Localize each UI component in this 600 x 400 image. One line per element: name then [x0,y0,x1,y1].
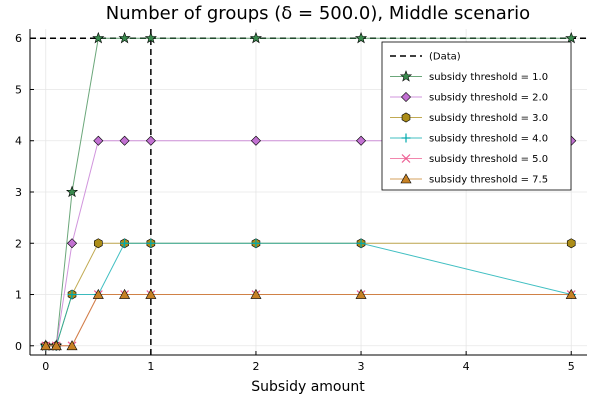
data-point-s6-8 [355,288,367,299]
y-tick-label-2: 2 [15,237,22,250]
legend-box [381,41,572,191]
data-point-s3-4 [94,238,103,249]
x-tick-label-3: 3 [358,360,365,373]
data-point-s4-6 [146,238,156,248]
legend-entry-3: subsidy threshold = 3.0 [390,112,548,124]
legend-entry-1: subsidy threshold = 1.0 [390,70,548,83]
legend-entry-6: subsidy threshold = 7.5 [390,173,548,186]
legend-marker-1 [399,70,413,82]
y-tick-label-4: 4 [15,135,22,148]
legend-label-3: subsidy threshold = 3.0 [429,113,548,124]
x-tick-label-0: 0 [42,360,49,373]
data-point-s6-7 [250,288,262,299]
data-point-s4-7 [251,238,261,248]
data-point-s6-6 [145,288,157,299]
series-layer [39,31,578,351]
data-point-s4-5 [120,238,130,248]
series-line-5 [45,294,572,347]
y-tick-label-5: 5 [15,83,22,96]
data-point-s4-3 [67,290,77,300]
data-point-s1-6 [144,31,157,44]
data-point-s4-8 [356,238,366,248]
legend-entry-0: (Data) [390,52,461,63]
legend-marker-3 [401,112,411,123]
chart-title: Number of groups (δ = 500.0), Middle sce… [106,3,530,24]
data-point-s2-8 [356,135,367,146]
series-1 [39,31,578,351]
data-point-s1-8 [355,31,368,44]
legend-label-6: subsidy threshold = 7.5 [429,175,548,186]
data-point-s2-6 [145,135,156,146]
legend-label-5: subsidy threshold = 5.0 [429,154,548,165]
data-point-s2-7 [250,135,261,146]
series-2 [40,135,577,351]
data-point-s6-1 [40,340,52,351]
data-point-s1-7 [249,31,262,44]
legend-marker-2 [400,91,412,103]
data-point-s1-5 [118,31,131,44]
legend-label-2: subsidy threshold = 2.0 [429,93,548,104]
data-point-s1-3 [65,185,79,198]
x-tick-label-2: 2 [252,360,259,373]
legend-label-0: (Data) [429,52,461,63]
legend: (Data) subsidy threshold = 1.0 subsidy thr… [381,41,572,191]
data-point-s1-4 [92,31,105,44]
legend-label-4: subsidy threshold = 4.0 [429,134,548,145]
data-point-s6-9 [565,288,577,299]
x-tick-label-1: 1 [147,360,154,373]
data-point-s6-2 [50,340,62,351]
series-5 [41,290,576,351]
y-tick-label-3: 3 [15,186,22,199]
legend-label-1: subsidy threshold = 1.0 [429,72,548,83]
legend-marker-4 [401,133,411,143]
legend-entry-5: subsidy threshold = 5.0 [390,154,548,165]
x-tick-label-5: 5 [568,360,575,373]
x-tick-label-4: 4 [463,360,470,373]
y-tick-label-0: 0 [15,340,22,353]
series-6 [40,288,577,351]
data-point-s2-5 [119,135,130,146]
data-point-s2-3 [67,238,78,249]
legend-marker-5 [401,154,411,163]
series-line-6 [45,294,572,347]
data-point-s6-4 [92,288,104,299]
data-point-s6-5 [119,288,131,299]
legend-marker-6 [400,173,412,184]
legend-entry-2: subsidy threshold = 2.0 [390,91,548,104]
x-axis-label: Subsidy amount [251,379,365,395]
data-point-s6-3 [66,340,78,351]
y-tick-label-6: 6 [15,32,22,45]
data-point-s2-4 [93,135,104,146]
data-point-s1-9 [565,31,578,44]
legend-entry-4: subsidy threshold = 4.0 [390,133,548,145]
tick-labels: 0 1 2 3 4 5 0 1 2 3 4 5 6 [15,32,575,373]
y-tick-label-1: 1 [15,289,22,302]
data-point-s3-9 [566,238,576,249]
